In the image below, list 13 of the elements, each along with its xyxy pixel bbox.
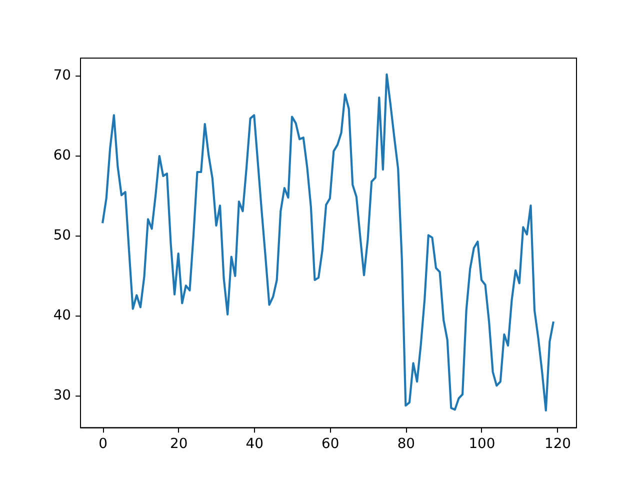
x-tick-label: 100 — [468, 436, 496, 452]
y-tick-label: 70 — [53, 68, 71, 84]
x-tick-label: 60 — [322, 436, 340, 452]
x-tick-label: 20 — [170, 436, 188, 452]
x-tick-label: 120 — [544, 436, 571, 452]
y-tick-label: 40 — [53, 308, 71, 324]
line-series — [101, 73, 555, 412]
x-tick-label: 0 — [98, 436, 108, 452]
x-tick-label: 80 — [397, 436, 416, 452]
y-tick-label: 50 — [53, 228, 71, 244]
y-tick-label: 30 — [53, 388, 71, 404]
x-tick-label: 40 — [246, 436, 264, 452]
y-tick-label: 60 — [53, 148, 71, 164]
